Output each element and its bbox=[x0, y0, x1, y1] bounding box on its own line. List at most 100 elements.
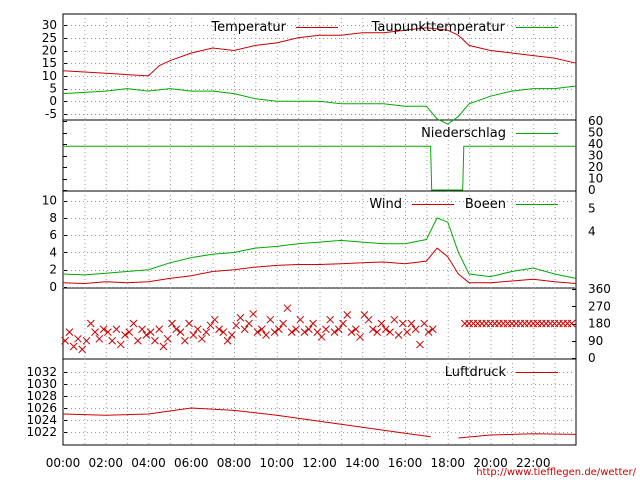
x-tick-label: 00:00 bbox=[46, 456, 81, 470]
y-tick-label-right: 180 bbox=[588, 317, 611, 331]
wind-direction-marker bbox=[168, 319, 176, 328]
wind-direction-marker bbox=[198, 334, 206, 343]
wind-direction-marker bbox=[317, 333, 326, 341]
wind-direction-marker bbox=[304, 325, 313, 334]
wind-direction-marker bbox=[407, 319, 416, 328]
wind-direction-marker bbox=[326, 315, 335, 324]
gusts-line bbox=[62, 217, 577, 279]
x-tick-label: 20:00 bbox=[473, 456, 508, 470]
wind-direction-marker bbox=[125, 328, 134, 336]
wind-direction-marker bbox=[121, 331, 129, 339]
x-tick-label: 14:00 bbox=[345, 456, 380, 470]
y-tick-label: 20 bbox=[42, 44, 57, 58]
y-tick-label: 1032 bbox=[26, 365, 57, 379]
legend-label: Temperatur bbox=[210, 20, 286, 35]
wind-direction-marker bbox=[257, 325, 266, 334]
wind-direction-marker bbox=[202, 328, 211, 336]
wind-direction-marker bbox=[262, 331, 270, 339]
wind-direction-marker bbox=[155, 325, 164, 334]
wind-direction-marker bbox=[95, 334, 104, 343]
wind-direction-marker bbox=[108, 336, 117, 345]
legend-label: Taupunkttemperatur bbox=[371, 20, 506, 35]
wind-direction-marker bbox=[424, 328, 433, 336]
series-layer bbox=[61, 27, 577, 439]
wind-direction-marker bbox=[228, 331, 236, 339]
wind-direction-marker bbox=[428, 325, 437, 334]
wind-direction-marker bbox=[104, 328, 112, 336]
y-tick-label: 30 bbox=[42, 18, 57, 32]
wind-direction-marker bbox=[381, 325, 390, 334]
pressure-line bbox=[62, 407, 431, 438]
y-tick-label: 40 bbox=[588, 137, 603, 151]
legend-label: Niederschlag bbox=[421, 126, 506, 141]
wind-direction-marker bbox=[176, 328, 185, 336]
wind-direction-marker bbox=[210, 315, 219, 324]
dewpoint-line bbox=[62, 85, 577, 125]
wind-direction-marker bbox=[245, 319, 253, 328]
wind-direction-marker bbox=[99, 325, 108, 334]
x-tick-label: 04:00 bbox=[131, 456, 166, 470]
wind-direction-marker bbox=[82, 336, 91, 345]
wind-direction-marker bbox=[236, 313, 245, 322]
y-tick-label: 4 bbox=[49, 245, 57, 259]
wind-direction-marker bbox=[86, 319, 95, 328]
y-tick-label: 1026 bbox=[26, 401, 57, 415]
wind-direction-marker bbox=[309, 319, 317, 328]
wind-direction-marker bbox=[253, 328, 262, 336]
y-tick-label-right: 360 bbox=[588, 282, 611, 296]
x-tick-label: 10:00 bbox=[259, 456, 294, 470]
wind-direction-marker bbox=[142, 331, 151, 339]
wind-direction-marker bbox=[232, 321, 240, 330]
wind-direction-marker bbox=[351, 325, 360, 334]
wind-direction-marker bbox=[91, 328, 99, 336]
wind-direction-marker bbox=[266, 315, 275, 324]
wind-direction-marker bbox=[61, 336, 69, 345]
wind-direction-marker bbox=[283, 304, 292, 313]
wind-direction-marker bbox=[343, 311, 352, 319]
legend-label: Boeen bbox=[465, 197, 506, 212]
wind-direction-marker bbox=[133, 336, 142, 345]
y-tick-label: -5 bbox=[45, 107, 57, 121]
wind-direction-marker bbox=[180, 336, 189, 345]
x-tick-label: 22:00 bbox=[516, 456, 551, 470]
x-tick-label: 16:00 bbox=[388, 456, 423, 470]
x-tick-label: 08:00 bbox=[217, 456, 252, 470]
y-tick-label: 30 bbox=[588, 149, 603, 163]
y-tick-label: 1028 bbox=[26, 389, 57, 403]
wind-direction-marker bbox=[74, 334, 82, 343]
wind-direction-marker bbox=[215, 325, 223, 334]
pressure-line bbox=[458, 433, 577, 439]
wind-direction-marker bbox=[369, 325, 377, 334]
y-tick-label: 10 bbox=[42, 194, 57, 208]
wind-direction-marker bbox=[292, 325, 300, 334]
x-tick-label: 06:00 bbox=[174, 456, 209, 470]
wind-direction-marker bbox=[206, 321, 215, 330]
wind-direction-marker bbox=[334, 325, 343, 334]
wind-direction-marker bbox=[394, 331, 403, 339]
y-tick-label: 2 bbox=[49, 263, 57, 277]
y-tick-label-right: 270 bbox=[588, 299, 611, 313]
y-tick-label: 15 bbox=[42, 56, 57, 70]
y-tick-label: 1022 bbox=[26, 425, 57, 439]
y-tick-label: 25 bbox=[42, 31, 57, 45]
legend-label: Luftdruck bbox=[445, 365, 507, 380]
wind-direction-marker bbox=[129, 319, 138, 328]
wind-direction-marker bbox=[172, 325, 181, 334]
wind-direction-marker bbox=[163, 334, 172, 343]
wind-direction-marker bbox=[347, 328, 356, 336]
wind-direction-marker bbox=[249, 310, 258, 318]
wind-direction-marker bbox=[193, 325, 202, 334]
y-tick-label-right: 0 bbox=[588, 351, 596, 365]
wind-direction-marker bbox=[159, 342, 168, 351]
wind-direction-marker bbox=[151, 336, 159, 345]
y-tick-label: 20 bbox=[588, 160, 603, 174]
wind-direction-marker bbox=[330, 328, 339, 336]
y-tick-label: 0 bbox=[49, 94, 57, 108]
wind-direction-marker bbox=[185, 319, 193, 328]
wind-direction-marker bbox=[322, 325, 330, 334]
source-link[interactable]: http://www.tiefflegen.de/wetter/ bbox=[476, 467, 636, 478]
y-tick-label: 10 bbox=[42, 69, 57, 83]
wind-direction-marker bbox=[386, 328, 394, 336]
x-tick-label: 18:00 bbox=[430, 456, 465, 470]
